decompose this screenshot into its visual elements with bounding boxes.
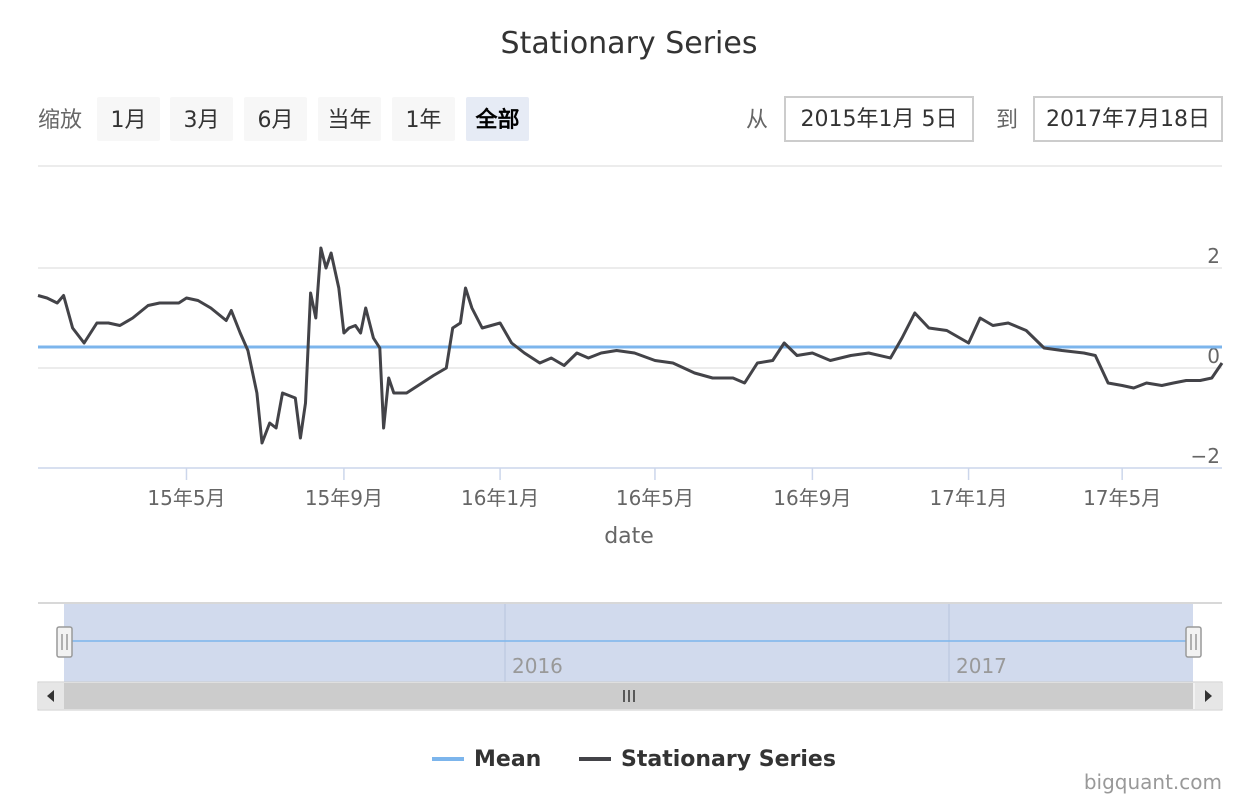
zoom-button-label: 全部 (474, 107, 519, 133)
zoom-button-bg (170, 97, 233, 141)
zoom-button-bg (466, 97, 529, 141)
zoom-button-bg (97, 97, 160, 141)
to-date-value: 2017年7月18日 (1046, 107, 1210, 132)
zoom-button-bg (244, 97, 307, 141)
from-label: 从 (746, 108, 768, 133)
zoom-button-3[interactable]: 当年 (318, 97, 381, 141)
zoom-button-label: 1月 (111, 108, 147, 133)
navigator[interactable]: 2016 2017 (38, 602, 1222, 682)
scroll-right-button[interactable] (1195, 683, 1222, 709)
legend: Mean Stationary Series (432, 747, 836, 772)
to-label: 到 (996, 108, 1018, 133)
from-date-value: 2015年1月 5日 (801, 107, 958, 132)
chart-title: Stationary Series (501, 26, 758, 61)
legend-item-mean[interactable]: Mean (432, 747, 541, 772)
triangle-right-icon (1205, 690, 1212, 702)
x-tick-label: 16年5月 (616, 486, 694, 510)
grid-lines (38, 267, 1222, 369)
navigator-year-2016: 2016 (512, 654, 563, 678)
navigator-handle-right[interactable] (1185, 626, 1202, 658)
zoom-button-label: 当年 (327, 108, 371, 133)
zoom-button-bg (318, 97, 381, 141)
navigator-selected-range[interactable] (64, 604, 1193, 682)
y-axis: 2 0 −2 (1191, 244, 1220, 468)
x-axis: 15年5月 15年9月 16年1月 16年5月 16年9月 17年1月 17年5月 (147, 468, 1161, 510)
credit-link[interactable]: bigquant.com (1084, 770, 1222, 794)
legend-item-stationary-series[interactable]: Stationary Series (579, 747, 836, 772)
to-date-input[interactable] (1033, 96, 1223, 142)
navigator-handle-left[interactable] (56, 626, 73, 658)
legend-label-mean: Mean (474, 747, 541, 772)
legend-label-stationary-series: Stationary Series (621, 747, 836, 772)
scrollbar[interactable] (37, 681, 1223, 711)
zoom-button-2[interactable]: 6月 (244, 97, 307, 141)
x-axis-title: date (604, 524, 654, 549)
range-selector: 缩放 1月 3月 6月 当年 1年 全部 从 2015年1月 5日 到 2017年7月18… (38, 96, 1223, 142)
zoom-buttons: 1月 3月 6月 当年 1年 全部 (97, 97, 529, 141)
grip-lines-icon (623, 690, 635, 702)
zoom-button-label: 1年 (406, 108, 442, 133)
zoom-button-label: 3月 (184, 108, 220, 133)
x-tick-label: 16年1月 (461, 486, 539, 510)
stationary-series-line (37, 246, 1224, 445)
from-date-input[interactable] (784, 96, 974, 142)
x-tick-label: 15年5月 (147, 486, 225, 510)
plot-area: 2 0 −2 15年5月 15年9月 16年1月 16年5月 16年9月 17年1月 17年5月 (37, 244, 1224, 510)
scroll-left-button[interactable] (38, 683, 64, 709)
zoom-button-0[interactable]: 1月 (97, 97, 160, 141)
navigator-year-2017: 2017 (956, 654, 1007, 678)
zoom-button-4[interactable]: 1年 (392, 97, 455, 141)
zoom-button-1[interactable]: 3月 (170, 97, 233, 141)
triangle-left-icon (47, 690, 54, 702)
zoom-label: 缩放 (38, 108, 82, 133)
y-tick-label: −2 (1191, 444, 1220, 468)
x-tick-label: 16年9月 (773, 486, 851, 510)
x-tick-label: 15年9月 (305, 486, 383, 510)
zoom-button-bg (392, 97, 455, 141)
zoom-button-label: 6月 (258, 108, 294, 133)
zoom-button-5[interactable]: 全部 (466, 97, 529, 141)
y-tick-label: 2 (1207, 244, 1220, 268)
x-tick-label: 17年1月 (929, 486, 1007, 510)
x-tick-label: 17年5月 (1083, 486, 1161, 510)
y-tick-label: 0 (1207, 344, 1220, 368)
